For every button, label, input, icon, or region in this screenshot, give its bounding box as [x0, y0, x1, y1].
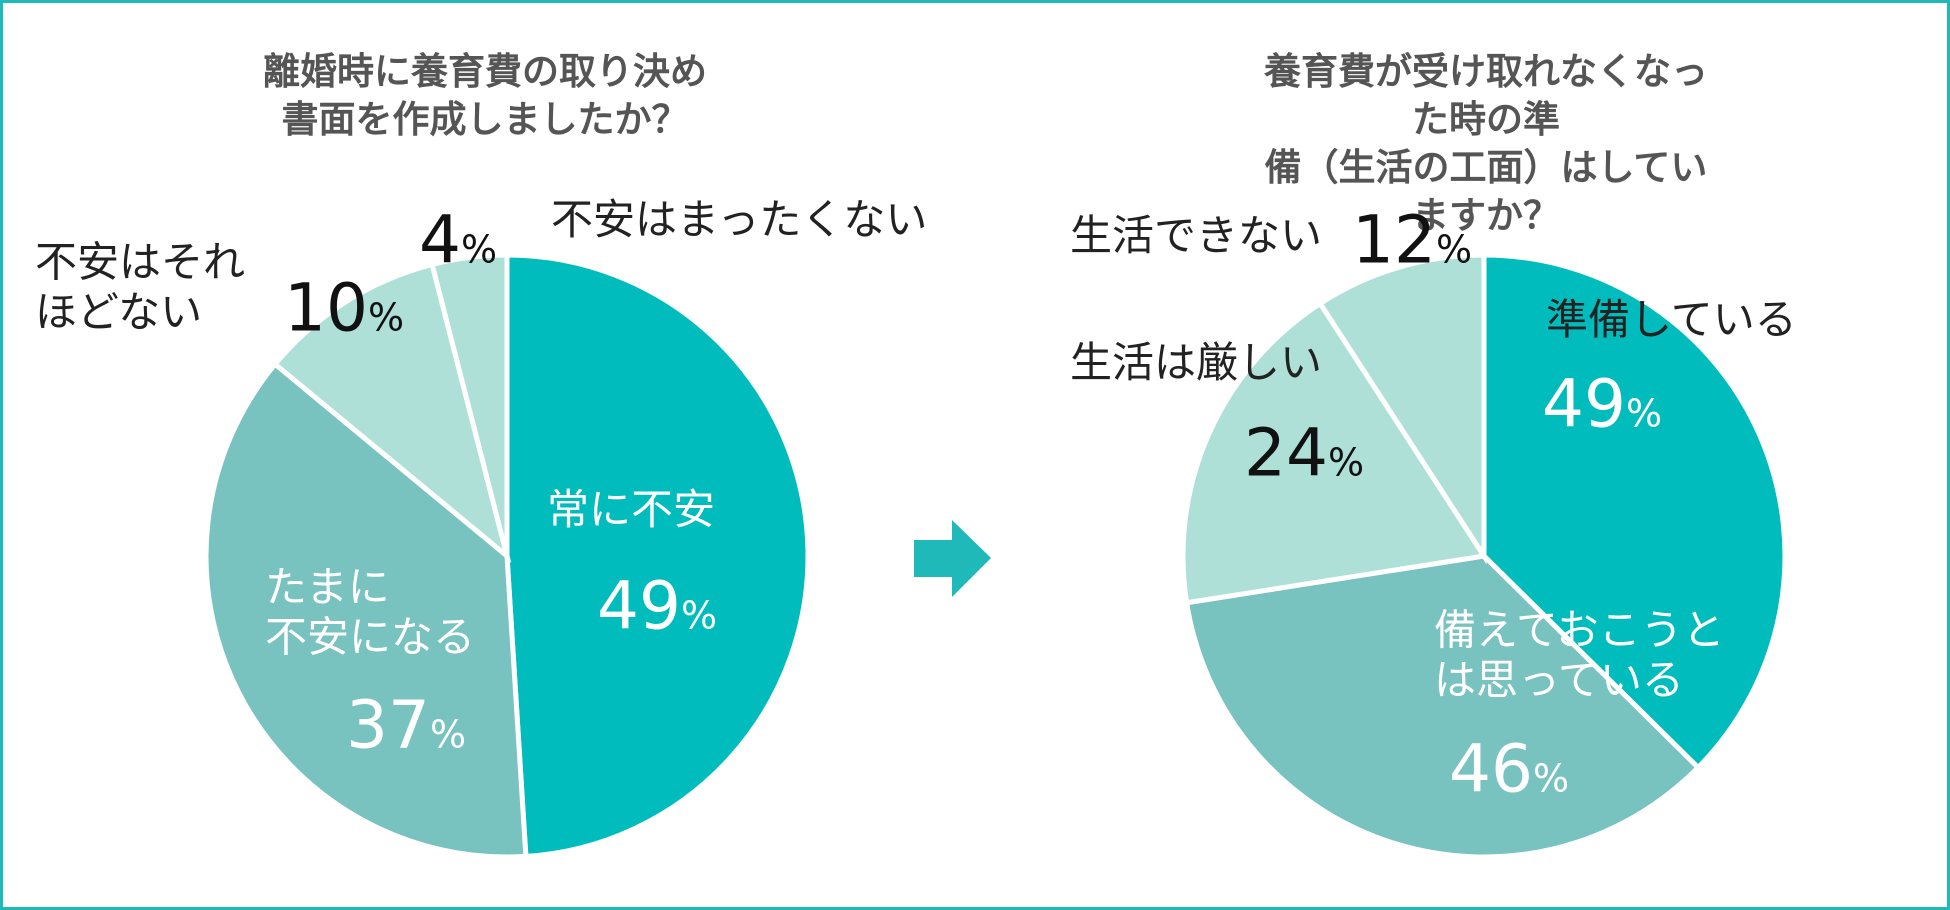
pie-slice: [504, 252, 811, 860]
slice-label: 準備している: [1546, 294, 1797, 344]
value: 46: [1449, 730, 1533, 808]
slice-label: 備えておこうと は思っている: [1434, 605, 1725, 705]
value: 49: [1542, 365, 1626, 443]
unit: %: [1435, 227, 1473, 272]
pie-slice: [1183, 553, 1702, 860]
arrow: [914, 520, 991, 597]
slice-label: 不安はそれ ほどない: [35, 237, 246, 337]
slice-label: 生活は厳しい: [1070, 337, 1323, 387]
value: 12: [1352, 201, 1436, 279]
value: 4: [419, 201, 461, 279]
slice-label: たまに 不安になる: [265, 562, 476, 662]
value-label: 10%: [284, 268, 404, 347]
value-label: 12%: [1352, 200, 1472, 279]
value: 10: [284, 269, 368, 347]
slice-label: 常に不安: [547, 484, 716, 534]
value: 37: [346, 686, 430, 764]
unit: %: [461, 227, 498, 272]
chart-title: 離婚時に養育費の取り決め 書面を作成しましたか？: [263, 50, 707, 142]
value-label: 24%: [1244, 413, 1364, 492]
pie-slice: [1316, 252, 1487, 565]
value-label: 37%: [346, 685, 466, 764]
unit: %: [1327, 440, 1365, 485]
unit: %: [1532, 756, 1570, 801]
value-label: 4%: [419, 200, 497, 279]
value-label: 49%: [1542, 364, 1662, 443]
value: 49: [597, 567, 681, 645]
value: 24: [1244, 414, 1328, 492]
pie-slice: [429, 252, 510, 557]
pie-slice: [1180, 300, 1489, 606]
slice-label: 不安はまったくない: [551, 194, 928, 244]
value-label: 46%: [1449, 729, 1569, 808]
pie-slice: [1481, 252, 1788, 772]
chart-title: 養育費が受け取れなくなった時の準 備（生活の工面）はしていますか？: [1264, 50, 1708, 238]
unit: %: [429, 712, 467, 757]
unit: %: [680, 593, 718, 638]
value-label: 49%: [597, 566, 717, 645]
slice-label: 生活できない: [1070, 210, 1323, 260]
unit: %: [367, 295, 405, 340]
pie-slice: [203, 360, 529, 860]
unit: %: [1625, 391, 1663, 436]
